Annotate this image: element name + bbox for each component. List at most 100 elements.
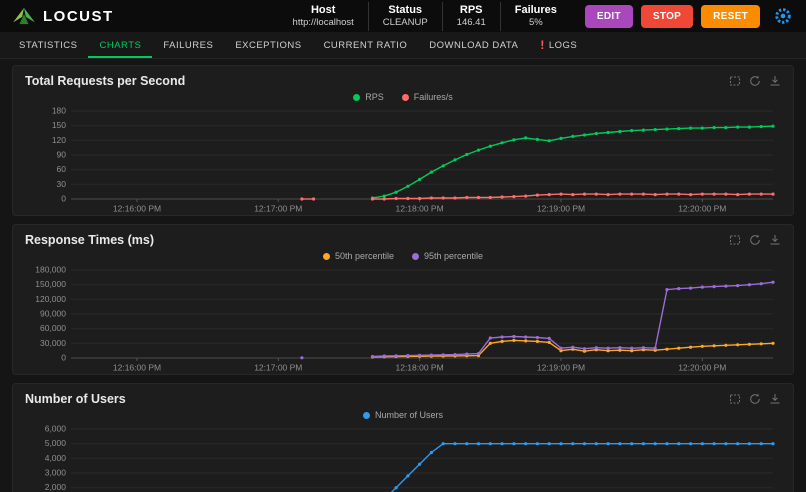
- tab-failures[interactable]: FAILURES: [163, 39, 214, 51]
- stop-button[interactable]: STOP: [640, 4, 694, 28]
- failures-stat: Failures 5%: [499, 1, 571, 31]
- save-image-icon[interactable]: [769, 393, 781, 405]
- svg-text:30,000: 30,000: [40, 338, 66, 348]
- svg-text:6,000: 6,000: [45, 424, 67, 434]
- svg-text:180: 180: [52, 106, 66, 116]
- status-stat: Status CLEANUP: [367, 1, 442, 31]
- warning-exclamation-icon: !: [540, 38, 545, 52]
- top-bar: LOCUST Host http://localhost Status CLEA…: [0, 0, 806, 32]
- data-zoom-icon[interactable]: [729, 393, 741, 405]
- rps-label: RPS: [459, 3, 483, 16]
- legend-label: 95th percentile: [424, 251, 484, 261]
- svg-text:12:19:00 PM: 12:19:00 PM: [537, 204, 585, 214]
- legend-label: Failures/s: [413, 92, 453, 102]
- svg-text:12:16:00 PM: 12:16:00 PM: [113, 204, 161, 214]
- run-controls: EDIT STOP RESET: [584, 4, 760, 28]
- svg-text:4,000: 4,000: [45, 453, 67, 463]
- svg-text:90: 90: [57, 150, 67, 160]
- svg-text:2,000: 2,000: [45, 482, 67, 492]
- status-label: Status: [388, 3, 423, 16]
- legend-item-50th-percentile[interactable]: 50th percentile: [322, 251, 394, 261]
- zoom-restore-icon[interactable]: [749, 234, 761, 246]
- svg-text:5,000: 5,000: [45, 438, 67, 448]
- chart-toolbox: [729, 393, 781, 405]
- chart-card-number-of-users: Number of Users Number of Users 01,0002,…: [12, 383, 794, 492]
- legend-dot: [412, 252, 419, 260]
- tab-exceptions[interactable]: EXCEPTIONS: [235, 39, 302, 51]
- save-image-icon[interactable]: [769, 234, 781, 246]
- legend-dot: [362, 411, 370, 419]
- tab-logs[interactable]: ! LOGS: [540, 38, 578, 52]
- tab-statistics[interactable]: STATISTICS: [19, 39, 78, 51]
- svg-text:0: 0: [61, 194, 66, 204]
- rps-stat: RPS 146.41: [441, 1, 500, 31]
- nav-tabs: STATISTICS CHARTS FAILURES EXCEPTIONS CU…: [0, 32, 806, 59]
- svg-text:60,000: 60,000: [40, 323, 66, 333]
- svg-text:150: 150: [52, 120, 66, 130]
- svg-text:12:18:00 PM: 12:18:00 PM: [395, 204, 443, 214]
- chart-title: Number of Users: [25, 392, 126, 406]
- legend-item-failures-s[interactable]: Failures/s: [401, 92, 453, 102]
- run-stats: Host http://localhost Status CLEANUP RPS…: [279, 1, 571, 31]
- chart-legend: 50th percentile 95th percentile: [25, 250, 781, 262]
- brand: LOCUST: [12, 6, 114, 26]
- legend-label: 50th percentile: [334, 251, 394, 261]
- failures-value: 5%: [528, 16, 543, 28]
- legend-item-number-of-users[interactable]: Number of Users: [362, 410, 444, 420]
- chart-toolbox: [729, 75, 781, 87]
- locust-logo-icon: [13, 7, 35, 25]
- settings-gear-icon[interactable]: [774, 7, 792, 25]
- svg-text:60: 60: [57, 164, 67, 174]
- svg-text:12:19:00 PM: 12:19:00 PM: [537, 363, 585, 373]
- svg-text:12:17:00 PM: 12:17:00 PM: [254, 363, 302, 373]
- number-of-users-chart: 01,0002,0003,0004,0005,0006,00012:16:00 …: [45, 424, 775, 492]
- rps-value: 146.41: [456, 16, 486, 28]
- svg-text:12:16:00 PM: 12:16:00 PM: [113, 363, 161, 373]
- chart-title: Total Requests per Second: [25, 74, 186, 88]
- chart-legend: RPS Failures/s: [25, 91, 781, 103]
- legend-dot: [401, 93, 409, 101]
- status-badge: CLEANUP: [382, 16, 428, 28]
- chart-title: Response Times (ms): [25, 233, 154, 247]
- svg-text:3,000: 3,000: [45, 468, 67, 478]
- response-times-chart: 0 30,000 60,000 90,000 120,000 150,000 180,000…: [35, 265, 775, 373]
- legend-label: Number of Users: [374, 410, 444, 420]
- svg-text:12:18:00 PM: 12:18:00 PM: [395, 363, 443, 373]
- failures-label: Failures: [514, 3, 557, 16]
- save-image-icon[interactable]: [769, 75, 781, 87]
- svg-text:12:17:00 PM: 12:17:00 PM: [254, 204, 302, 214]
- chart-card-response-times: Response Times (ms) 50th percentile 95th …: [12, 224, 794, 375]
- svg-text:150,000: 150,000: [35, 279, 66, 289]
- charts-page: Total Requests per Second RPS Failures/s …: [0, 59, 806, 492]
- tab-download-data[interactable]: DOWNLOAD DATA: [429, 39, 519, 51]
- svg-text:0: 0: [61, 353, 66, 363]
- chart-toolbox: [729, 234, 781, 246]
- svg-text:120: 120: [52, 135, 66, 145]
- host-stat: Host http://localhost: [279, 2, 368, 31]
- chart-legend: Number of Users: [25, 409, 781, 421]
- tab-current-ratio[interactable]: CURRENT RATIO: [323, 39, 408, 51]
- tab-charts[interactable]: CHARTS: [88, 32, 152, 58]
- edit-button[interactable]: EDIT: [584, 4, 633, 28]
- reset-button[interactable]: RESET: [701, 4, 760, 28]
- data-zoom-icon[interactable]: [729, 75, 741, 87]
- svg-text:30: 30: [57, 179, 67, 189]
- svg-text:12:20:00 PM: 12:20:00 PM: [678, 363, 726, 373]
- host-value: http://localhost: [292, 16, 354, 28]
- zoom-restore-icon[interactable]: [749, 75, 761, 87]
- svg-text:90,000: 90,000: [40, 309, 66, 319]
- legend-dot: [322, 252, 330, 260]
- chart-card-total-rps: Total Requests per Second RPS Failures/s …: [12, 65, 794, 216]
- legend-item-rps[interactable]: RPS: [353, 92, 384, 102]
- brand-name: LOCUST: [43, 7, 114, 25]
- svg-text:12:20:00 PM: 12:20:00 PM: [678, 204, 726, 214]
- legend-label: RPS: [365, 92, 384, 102]
- total-requests-per-second-chart: 0 30 60 90 120 150 180 12:16:00 PM 12:17:00 PM 12…: [52, 106, 775, 214]
- zoom-restore-icon[interactable]: [749, 393, 761, 405]
- svg-text:180,000: 180,000: [35, 265, 66, 275]
- host-label: Host: [310, 3, 336, 16]
- data-zoom-icon[interactable]: [729, 234, 741, 246]
- legend-item-95th-percentile[interactable]: 95th percentile: [412, 251, 483, 261]
- svg-text:120,000: 120,000: [35, 294, 66, 304]
